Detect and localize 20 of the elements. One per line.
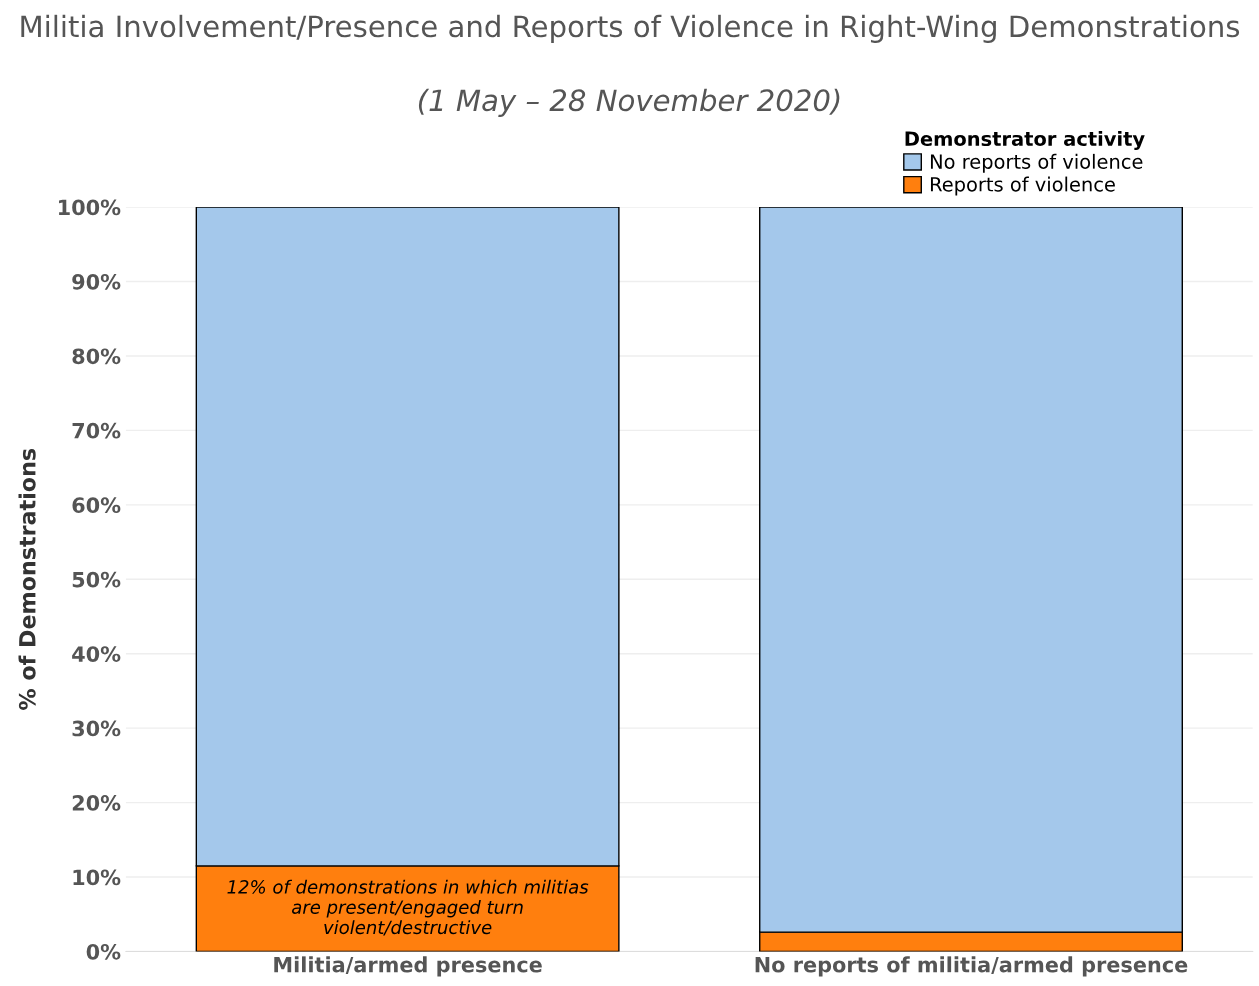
y-tick-label: 10% — [73, 869, 121, 886]
y-tick-label: 70% — [72, 422, 121, 439]
annotation: 12% of demonstrations in which militias are present/engaged turn violent/destructive — [227, 879, 589, 936]
y-tick-label: 50% — [72, 571, 121, 588]
y-tick-label: 20% — [72, 795, 121, 811]
y-tick-label: 40% — [72, 646, 121, 662]
legend-title: Demonstrator activity — [905, 131, 1145, 150]
y-tick-label: 0% — [86, 943, 121, 960]
y-tick-label: 100% — [59, 199, 121, 216]
x-tick-label: Militia/armed presence — [274, 956, 542, 977]
y-tick-label: 80% — [72, 348, 121, 365]
x-tick-label: No reports of militia/armed presence — [755, 956, 1188, 977]
y-tick-label: 90% — [72, 273, 121, 290]
y-tick-label: 60% — [72, 497, 121, 514]
legend-label: No reports of violence — [930, 153, 1143, 173]
y-axis-title: % of Demonstrations — [18, 448, 36, 710]
chart-title: Militia Involvement/Presence and Reports of Violence in Right-Wing Demonstrations — [21, 14, 1240, 44]
chart-subtitle: (1 May – 28 November 2020) — [418, 88, 840, 117]
legend-label: Reports of violence — [930, 176, 1115, 196]
y-tick-label: 30% — [72, 720, 121, 737]
